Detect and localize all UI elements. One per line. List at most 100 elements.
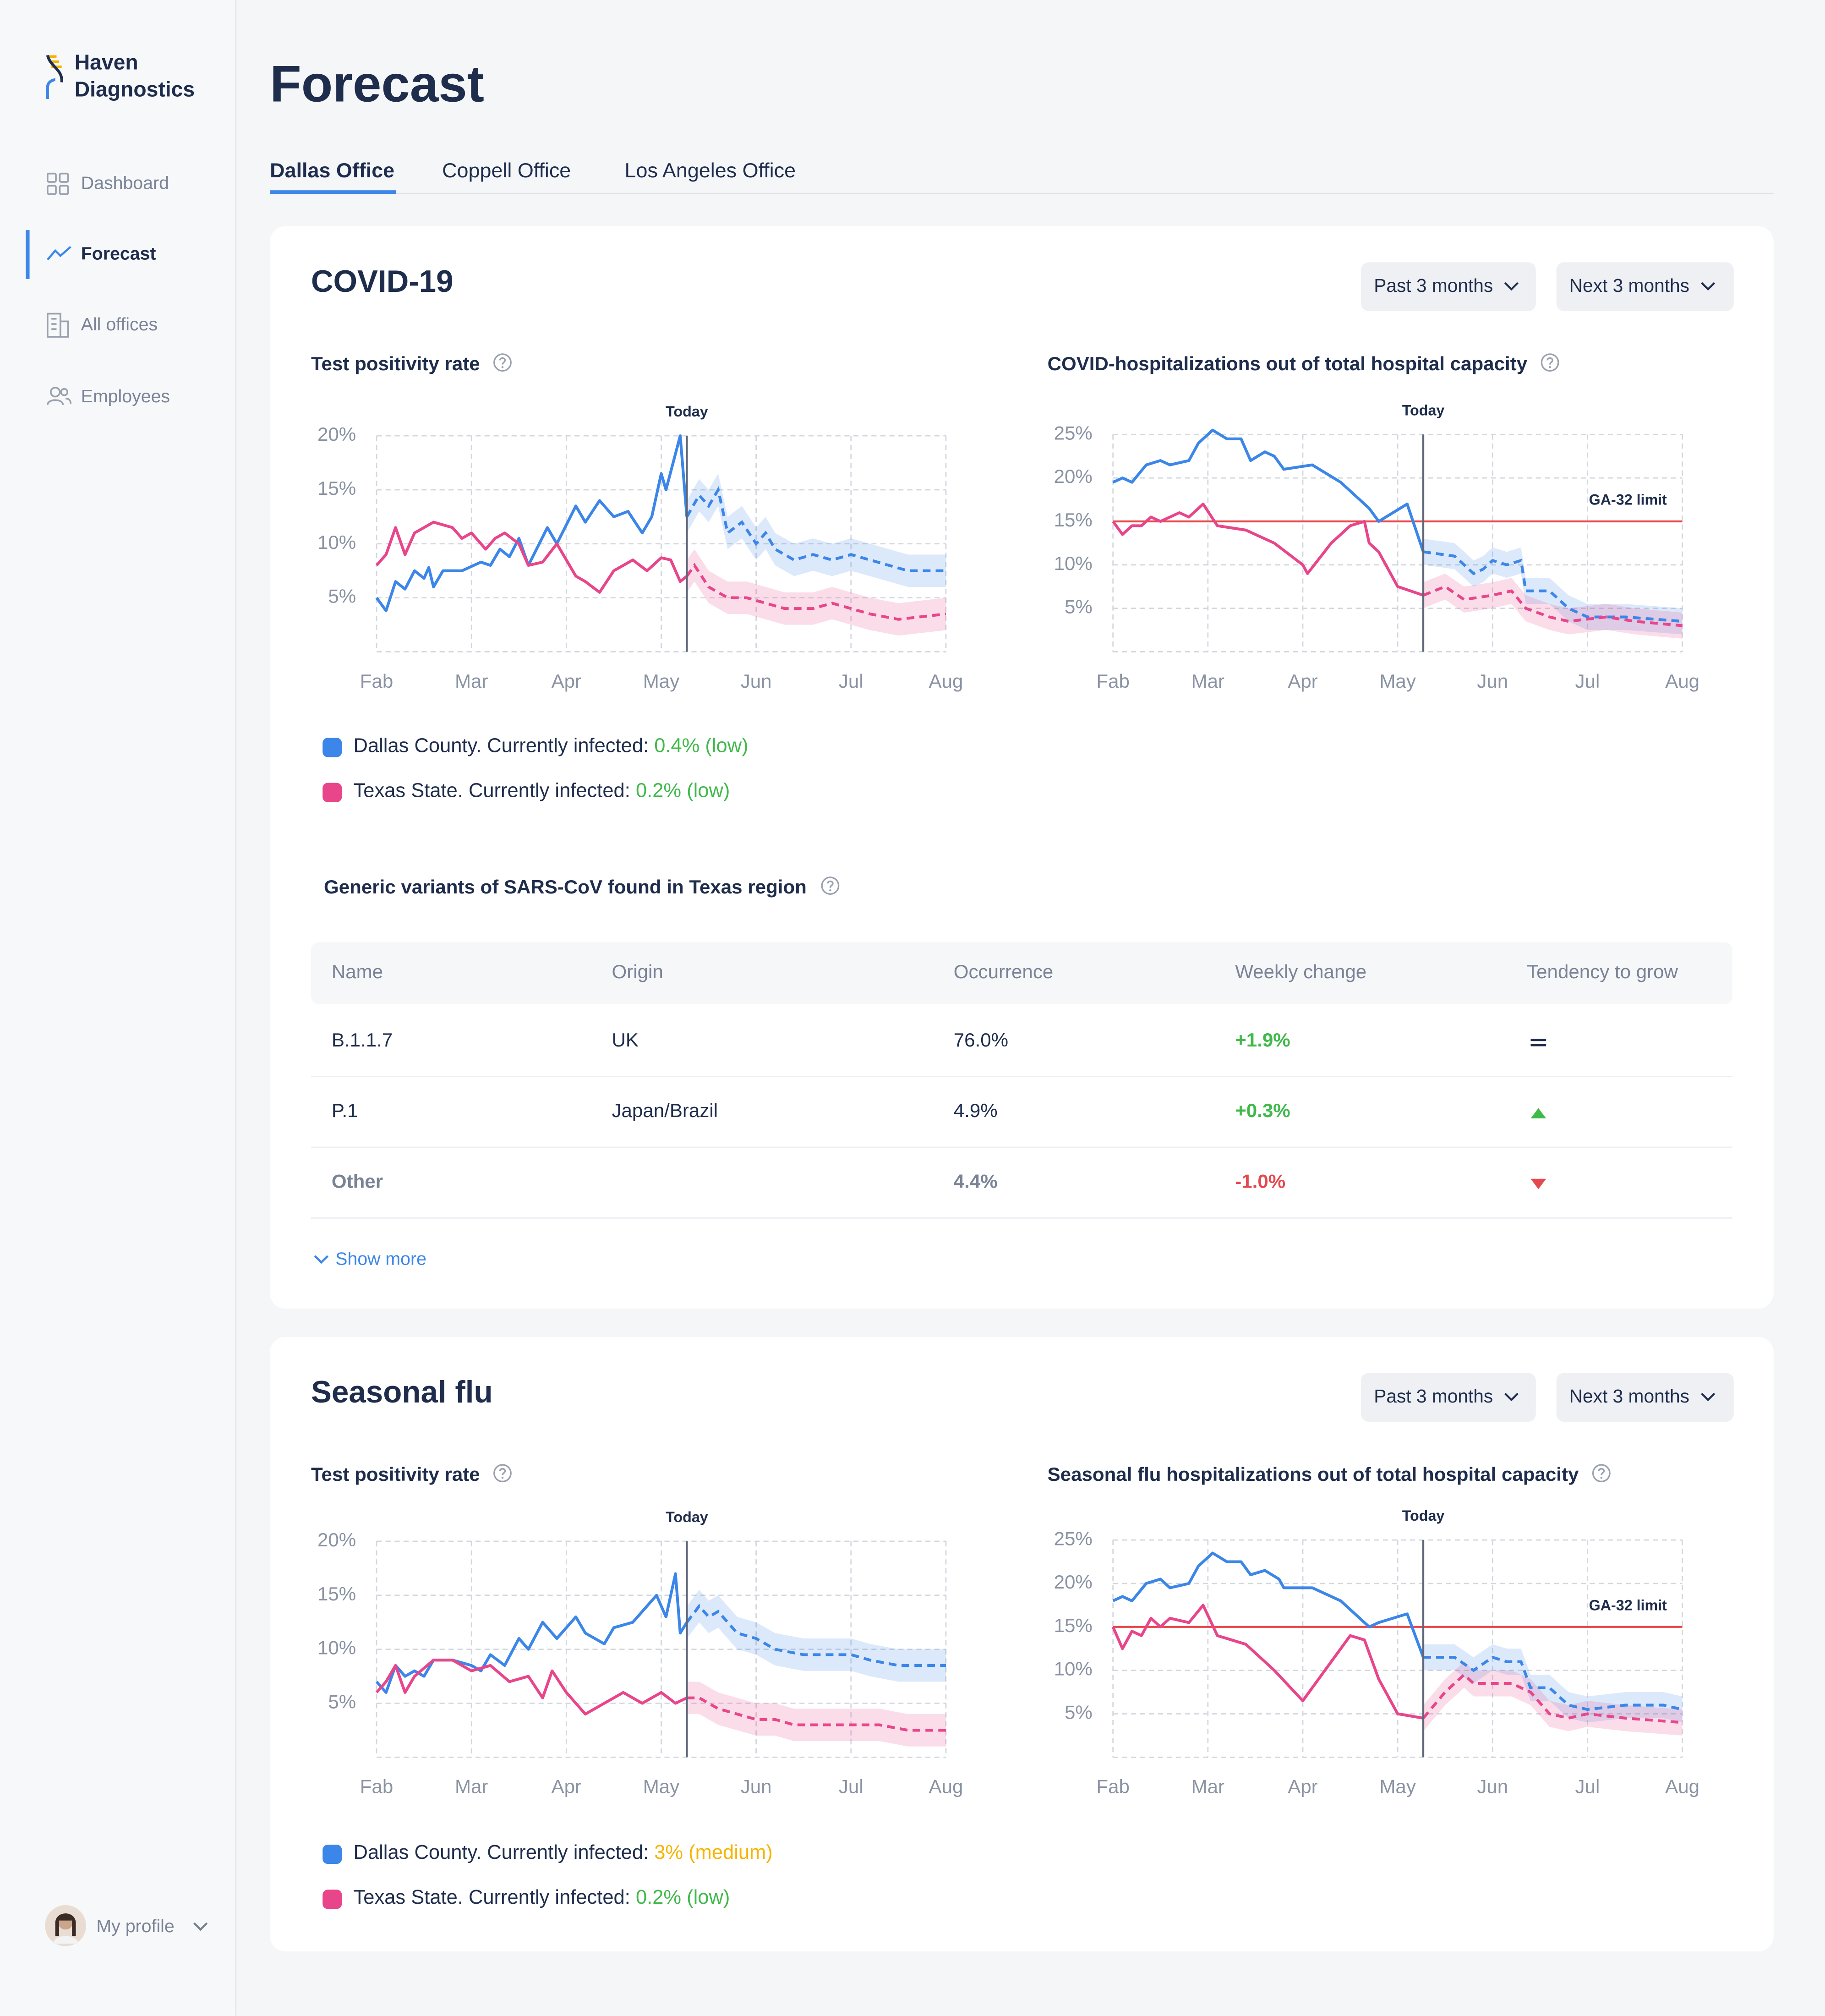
tab[interactable]: Los Angeles Office	[624, 160, 796, 183]
nav-item[interactable]: Dashboard	[81, 172, 169, 193]
legend-status: 0.4% (low)	[654, 735, 749, 757]
chevron	[314, 1255, 329, 1264]
series-line	[1111, 1604, 1424, 1720]
chart-title: Test positivity rate	[311, 352, 514, 375]
legend-swatch	[322, 1889, 342, 1908]
x-tick-label: Apr	[552, 1776, 581, 1797]
forecast-line	[685, 563, 946, 621]
x-tick-label: May	[643, 1776, 680, 1797]
legend-label: Dallas County. Currently infected:	[353, 1842, 649, 1864]
help-icon[interactable]	[493, 352, 514, 373]
dropdown[interactable]: Past 3 months	[1361, 1373, 1536, 1422]
dropdown-label: Next 3 months	[1569, 1387, 1690, 1408]
table-cell: 4.4%	[953, 1171, 998, 1193]
y-tick-label: 10%	[1054, 553, 1093, 574]
tab[interactable]: Dallas Office	[270, 160, 395, 183]
forecast-band	[687, 1590, 946, 1682]
series-line	[375, 520, 688, 594]
dropdown[interactable]: Next 3 months	[1556, 1373, 1734, 1422]
forecast-band	[687, 549, 946, 636]
row-divider	[311, 1217, 1732, 1219]
nav-item[interactable]: All offices	[81, 313, 158, 334]
page-title: Forecast	[270, 56, 485, 113]
x-tick-label: Jun	[1477, 1776, 1508, 1797]
nav-item[interactable]: Employees	[81, 385, 170, 406]
forecast-band	[687, 1682, 946, 1747]
dropdown-label: Past 3 months	[1374, 276, 1493, 297]
legend-item: Dallas County. Currently infected: 0.4% …	[322, 735, 749, 759]
show-more[interactable]: Show more	[335, 1248, 426, 1269]
chart-title: Seasonal flu hospitalizations out of tot…	[1048, 1463, 1612, 1486]
y-tick-label: 25%	[1054, 422, 1093, 444]
x-tick-label: Aug	[929, 1776, 963, 1797]
tab[interactable]: Coppell Office	[442, 160, 571, 183]
y-tick-label: 25%	[1054, 1528, 1093, 1549]
legend-item: Dallas County. Currently infected: 3% (m…	[322, 1842, 773, 1865]
dashboard-icon	[46, 172, 69, 195]
y-tick-label: 15%	[1054, 509, 1093, 531]
chevron	[1700, 282, 1715, 291]
employees-icon	[46, 387, 72, 405]
x-tick-label: Fab	[1096, 670, 1130, 692]
x-tick-label: May	[1379, 670, 1416, 692]
x-tick-label: Apr	[1288, 670, 1317, 692]
forecast-band	[1423, 1661, 1683, 1736]
column-header: Occurrence	[953, 961, 1054, 984]
column-header: Tendency to grow	[1527, 961, 1678, 984]
y-tick-label: 10%	[317, 531, 356, 553]
y-tick-label: 20%	[317, 423, 356, 445]
x-tick-label: Aug	[1665, 1776, 1699, 1797]
table-cell: Japan/Brazil	[612, 1100, 718, 1123]
forecast-line	[687, 1696, 946, 1732]
nav-item[interactable]: Forecast	[81, 243, 156, 264]
y-tick-label: 10%	[317, 1637, 356, 1659]
forecast-line	[1422, 1672, 1683, 1724]
x-tick-label: Apr	[1288, 1776, 1317, 1797]
help-icon[interactable]	[1540, 352, 1561, 373]
avatar[interactable]	[45, 1905, 86, 1946]
legend-label: Dallas County. Currently infected:	[353, 735, 649, 757]
today-label: Today	[1402, 402, 1445, 418]
y-tick-label: 5%	[328, 1691, 356, 1713]
x-tick-label: Jul	[1575, 1776, 1600, 1797]
today-label: Today	[1402, 1507, 1445, 1524]
help-icon[interactable]	[820, 876, 840, 896]
x-tick-label: Mar	[1191, 1776, 1224, 1797]
x-tick-label: Mar	[455, 670, 488, 692]
x-tick-label: Fab	[360, 1776, 393, 1797]
legend-label: Texas State. Currently infected:	[353, 780, 630, 802]
forecast-line	[1422, 585, 1683, 627]
table-header	[311, 942, 1732, 1004]
series-line	[1112, 428, 1425, 553]
x-tick-label: Fab	[360, 670, 393, 692]
x-tick-label: Fab	[1096, 1776, 1130, 1797]
chevron	[1700, 1392, 1715, 1402]
help-icon[interactable]	[1591, 1463, 1612, 1484]
profile-label[interactable]: My profile	[96, 1915, 175, 1936]
table-cell: 4.9%	[953, 1100, 998, 1123]
series-line	[1112, 502, 1424, 597]
y-tick-label: 5%	[1065, 1702, 1093, 1723]
forecast-band	[1423, 538, 1683, 635]
today-label: Today	[666, 403, 708, 420]
x-tick-label: Aug	[1665, 670, 1699, 692]
help-icon[interactable]	[493, 1463, 514, 1484]
chevron	[1504, 282, 1519, 291]
x-tick-label: May	[643, 670, 680, 692]
y-tick-label: 20%	[317, 1529, 356, 1550]
dropdown[interactable]: Past 3 months	[1361, 262, 1536, 311]
chevron	[193, 1922, 208, 1931]
y-tick-label: 20%	[1054, 466, 1093, 487]
active-indicator	[26, 230, 30, 279]
table-cell: 76.0%	[953, 1030, 1009, 1052]
x-tick-label: Mar	[1191, 670, 1224, 692]
y-tick-label: 10%	[1054, 1658, 1093, 1680]
forecast-line	[1423, 1655, 1683, 1711]
brand-line: Diagnostics	[74, 78, 195, 102]
x-tick-label: Mar	[455, 1776, 488, 1797]
forecast-line	[685, 1604, 946, 1667]
dropdown[interactable]: Next 3 months	[1556, 262, 1734, 311]
chart-title: COVID-hospitalizations out of total hosp…	[1048, 352, 1561, 375]
tendency-icon	[1530, 1034, 1547, 1057]
